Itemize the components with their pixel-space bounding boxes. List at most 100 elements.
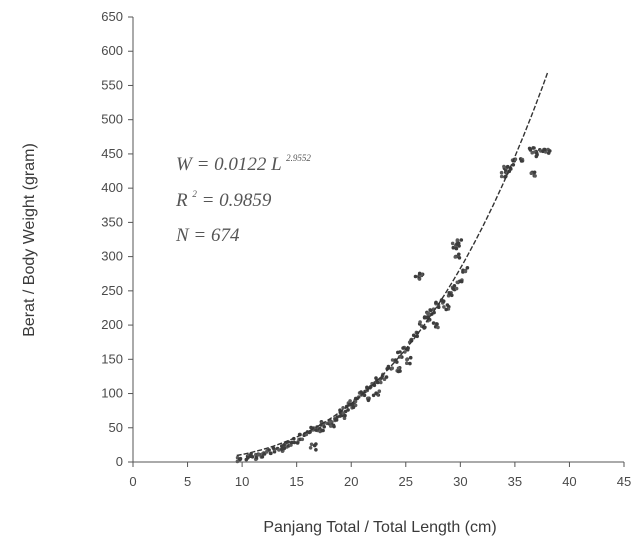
y-tick-label: 150 <box>101 351 123 366</box>
axes <box>132 17 624 463</box>
scatter-point <box>396 366 401 371</box>
scatter-point <box>267 448 271 452</box>
scatter-point <box>411 333 416 338</box>
scatter-point <box>413 274 418 279</box>
x-tick-label: 15 <box>289 474 303 489</box>
y-tick-label: 100 <box>101 386 123 401</box>
scatter-point <box>403 350 407 354</box>
r-squared-exponent: 2 <box>192 189 197 199</box>
equation-exponent: 2.9552 <box>286 153 311 163</box>
y-tick-label: 300 <box>101 249 123 264</box>
x-tick-label: 40 <box>562 474 576 489</box>
x-tick-label: 5 <box>184 474 191 489</box>
scatter-point <box>529 171 534 175</box>
scatter-point <box>499 170 504 175</box>
scatter-point <box>295 441 300 445</box>
scatter-point <box>289 440 294 445</box>
scatter-point <box>405 361 409 366</box>
scatter-point <box>365 385 369 390</box>
scatter-point <box>543 147 547 152</box>
scatter-point <box>405 357 409 362</box>
scatter-point <box>235 459 240 464</box>
scatter-point <box>504 174 508 179</box>
y-ticks: 0 50 100 150 200 250 300 350 400 450 500 550 600 650 <box>101 9 133 469</box>
scatter-point <box>366 398 371 403</box>
scatter-point <box>534 154 539 159</box>
x-tick-label: 25 <box>399 474 413 489</box>
scatter-point <box>424 315 428 320</box>
scatter-point <box>254 455 259 460</box>
scatter-point <box>282 446 287 451</box>
scatter-point <box>314 428 318 432</box>
y-tick-label: 500 <box>101 112 123 127</box>
scatter-point <box>459 279 464 284</box>
scatter-point <box>398 350 402 354</box>
y-tick-label: 0 <box>116 454 123 469</box>
scatter-point <box>329 424 333 428</box>
scatter-point <box>535 151 539 156</box>
scatter-point <box>264 450 269 454</box>
scatter-point <box>451 287 455 291</box>
scatter-point <box>341 406 345 410</box>
scatter-point <box>374 391 378 396</box>
scatter-point <box>505 164 510 169</box>
scatter-point <box>328 420 332 424</box>
scatter-point <box>314 448 318 452</box>
scatter-point <box>456 241 461 246</box>
scatter-point <box>426 311 431 316</box>
scatter-point <box>454 246 459 251</box>
fit-curve <box>236 72 549 457</box>
scatter-point <box>531 146 535 150</box>
y-tick-label: 400 <box>101 180 123 195</box>
scatter-point <box>308 446 313 450</box>
scatter-point <box>292 440 297 445</box>
scatter-points <box>235 146 552 464</box>
scatter-point <box>434 300 438 305</box>
scatter-point <box>257 453 261 457</box>
scatter-point <box>271 446 276 450</box>
scatter-point <box>448 292 452 296</box>
x-tick-label: 45 <box>617 474 631 489</box>
scatter-point <box>436 305 441 310</box>
scatter-point <box>379 380 383 385</box>
scatter-point <box>309 442 314 447</box>
y-tick-label: 250 <box>101 283 123 298</box>
scatter-point <box>320 428 324 433</box>
y-tick-label: 550 <box>101 77 123 92</box>
scatter-point <box>384 375 389 379</box>
scatter-point <box>260 455 265 459</box>
scatter-point <box>431 321 436 325</box>
scatter-point <box>351 405 356 410</box>
scatter-point <box>371 393 376 398</box>
scatter-point <box>454 286 459 291</box>
scatter-point <box>343 413 347 418</box>
scatter-point <box>429 308 433 313</box>
scatter-point <box>282 443 286 447</box>
scatter-point <box>548 149 552 153</box>
y-axis-label: Berat / Body Weight (gram) <box>21 143 38 337</box>
scatter-point <box>374 376 378 380</box>
scatter-point <box>453 255 458 259</box>
scatter-point <box>376 380 380 385</box>
scatter-point <box>457 255 462 260</box>
scatter-point <box>450 241 455 246</box>
scatter-point <box>390 366 395 371</box>
equation-text: W = 0.0122 L 2.9552 <box>176 153 311 175</box>
scatter-point <box>499 174 504 179</box>
scatter-point <box>353 399 358 404</box>
scatter-point <box>362 393 367 398</box>
scatter-point <box>398 369 402 373</box>
scatter-point <box>377 389 382 394</box>
scatter-point <box>268 451 273 456</box>
scatter-point <box>432 310 436 315</box>
r-squared-r: R <box>175 190 188 211</box>
scatter-point <box>463 269 468 274</box>
r-squared-value: = 0.9859 <box>202 190 272 211</box>
scatter-point <box>436 325 440 330</box>
scatter-point <box>533 174 537 178</box>
scatter-point <box>312 443 317 448</box>
scatter-point <box>401 346 405 350</box>
scatter-point <box>308 430 312 434</box>
x-tick-label: 30 <box>453 474 467 489</box>
y-tick-label: 650 <box>101 9 123 24</box>
